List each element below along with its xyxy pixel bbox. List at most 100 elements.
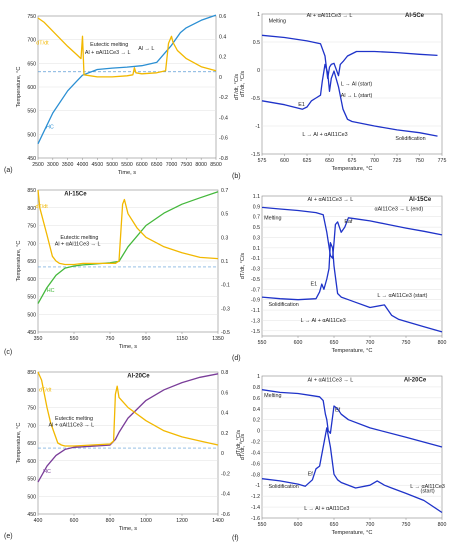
series-line bbox=[37, 14, 217, 145]
y-tick-label: 650 bbox=[27, 61, 36, 67]
annotation: L → Al + αAl11Ce3 bbox=[301, 318, 346, 324]
x-tick-label: 550 bbox=[258, 340, 267, 346]
x-tick-label: 6000 bbox=[136, 162, 148, 168]
y-axis-title: dT/dt, °C/s bbox=[240, 253, 246, 280]
y-tick-label: 0.1 bbox=[253, 246, 260, 252]
series-line bbox=[261, 242, 443, 333]
y-tick-label: 0.4 bbox=[253, 407, 260, 413]
y-tick-label: 700 bbox=[27, 423, 36, 429]
y-tick-label: -1.6 bbox=[251, 516, 260, 522]
x-axis-title: Time, s bbox=[118, 170, 136, 176]
x-axis-title: Temperature, °C bbox=[332, 530, 373, 536]
series-line bbox=[261, 63, 438, 137]
chart-panel-b: -1.5 -1 -0.5 0 0.5 1 575 600 625 650 675 700 725 750 7… bbox=[232, 12, 446, 180]
x-tick-label: 550 bbox=[258, 522, 267, 528]
x-tick-label: 3500 bbox=[62, 162, 74, 168]
x-axis-title: Temperature, °C bbox=[332, 348, 373, 354]
y-tick-label: 600 bbox=[27, 459, 36, 465]
x-tick-label: 5500 bbox=[121, 162, 133, 168]
chart-panel-c: 450 500 550 600 650 700 750 800 850 350 550 750 950 1… bbox=[4, 188, 230, 356]
annotation: L → Al + αAl11Ce3 bbox=[302, 132, 347, 138]
chart-panel-a: 450 500 550 600 650 700 750 2500 3000 3500 4000 450… bbox=[4, 14, 240, 176]
y-tick-label: 650 bbox=[27, 441, 36, 447]
y-tick-label: 0.5 bbox=[253, 225, 260, 231]
x-tick-label: 700 bbox=[370, 158, 379, 164]
annotation: Ef bbox=[308, 471, 314, 477]
x-tick-label: 650 bbox=[325, 158, 334, 164]
annotation: Al + αAl11Ce3 → L bbox=[308, 377, 354, 383]
x-tick-label: 600 bbox=[294, 340, 303, 346]
chart-panel-f: -1.6 -1.4 -1.2 -1 -0.8 -0.6 -0.4 -0.2 0 0.2 0.4 0.6… bbox=[232, 374, 446, 542]
x-tick-label: 725 bbox=[393, 158, 402, 164]
annotation: HC bbox=[47, 288, 55, 294]
x-tick-label: 750 bbox=[415, 158, 424, 164]
y2-tick-label: -0.6 bbox=[219, 136, 228, 142]
x-tick-label: 800 bbox=[438, 522, 447, 528]
annotation: dT/dt bbox=[39, 388, 52, 394]
x-axis-title: Temperature, °C bbox=[332, 166, 373, 172]
y2-axis-title: dT/dt, °C/s bbox=[234, 74, 240, 101]
y-tick-label: 0.7 bbox=[253, 215, 260, 221]
annotation: Al + αAl11Ce3 → L bbox=[308, 197, 354, 203]
annotation: E1 bbox=[298, 102, 305, 108]
x-tick-label: 750 bbox=[402, 522, 411, 528]
alloy-tag: Al-15Ce bbox=[64, 191, 87, 197]
y-tick-label: 600 bbox=[27, 277, 36, 283]
panel-label: (c) bbox=[4, 349, 12, 356]
y-tick-label: -0.5 bbox=[251, 277, 260, 283]
y-axis-title: dT/dt, °C/s bbox=[240, 434, 246, 461]
annotation: dT/dt bbox=[35, 204, 48, 210]
x-tick-label: 675 bbox=[348, 158, 357, 164]
x-tick-label: 700 bbox=[366, 340, 375, 346]
annotation: Melting bbox=[269, 18, 286, 24]
y-tick-label: 750 bbox=[27, 224, 36, 230]
y2-tick-label: 0.6 bbox=[221, 390, 228, 396]
y2-tick-label: 0.3 bbox=[221, 235, 228, 241]
y-tick-label: -0.9 bbox=[251, 298, 260, 304]
x-tick-label: 400 bbox=[34, 518, 43, 524]
y-tick-label: -0.6 bbox=[251, 461, 260, 467]
y-tick-label: 800 bbox=[27, 206, 36, 212]
y-tick-label: -1.4 bbox=[251, 505, 260, 511]
y-tick-label: 0 bbox=[257, 68, 260, 74]
annotation: L → Al (start) bbox=[341, 82, 372, 88]
annotation: Al + αAl11Ce3 → L bbox=[85, 50, 131, 56]
panel-label: (f) bbox=[232, 535, 239, 542]
y-axis-title: Temperature, °C bbox=[16, 423, 22, 464]
y-axis-title: Temperature, °C bbox=[16, 67, 22, 108]
x-tick-label: 5000 bbox=[106, 162, 118, 168]
series-line bbox=[261, 427, 443, 514]
series-line bbox=[37, 371, 219, 447]
y-tick-label: 750 bbox=[27, 14, 36, 20]
alloy-tag: Al-5Ce bbox=[405, 13, 425, 19]
y2-tick-label: 0.4 bbox=[221, 411, 228, 417]
alloy-tag: Al-15Ce bbox=[409, 197, 432, 203]
panel-label: (d) bbox=[232, 355, 241, 362]
annotation: HC bbox=[43, 469, 51, 475]
y-tick-label: 450 bbox=[27, 156, 36, 162]
x-tick-label: 7000 bbox=[166, 162, 178, 168]
y-tick-label: 550 bbox=[27, 109, 36, 115]
y-tick-label: -0.3 bbox=[251, 267, 260, 273]
chart-panel-e: 450 500 550 600 650 700 750 800 850 400 600 800 1000… bbox=[4, 370, 242, 540]
y2-tick-label: -0.6 bbox=[221, 512, 230, 518]
y-tick-label: -1.1 bbox=[251, 308, 260, 314]
x-tick-label: 350 bbox=[34, 336, 43, 342]
annotation: Eutectic melting bbox=[55, 416, 93, 422]
y2-tick-label: -0.8 bbox=[219, 156, 228, 162]
y-tick-label: -0.4 bbox=[251, 450, 260, 456]
annotation: Al → L (start) bbox=[341, 93, 373, 99]
annotation: HC bbox=[46, 125, 54, 131]
y-tick-label: -0.7 bbox=[251, 287, 260, 293]
annotation: dT/dt bbox=[36, 40, 49, 46]
y2-tick-label: 0.7 bbox=[221, 188, 228, 194]
y-tick-label: -1.2 bbox=[251, 494, 260, 500]
series-line bbox=[37, 17, 217, 78]
x-tick-label: 8000 bbox=[195, 162, 207, 168]
x-tick-label: 1200 bbox=[176, 518, 188, 524]
y-tick-label: 0.6 bbox=[253, 396, 260, 402]
x-tick-label: 700 bbox=[366, 522, 375, 528]
annotation: Melting bbox=[264, 215, 281, 221]
annotation: L → αAl11Ce3 (start) bbox=[377, 293, 427, 299]
